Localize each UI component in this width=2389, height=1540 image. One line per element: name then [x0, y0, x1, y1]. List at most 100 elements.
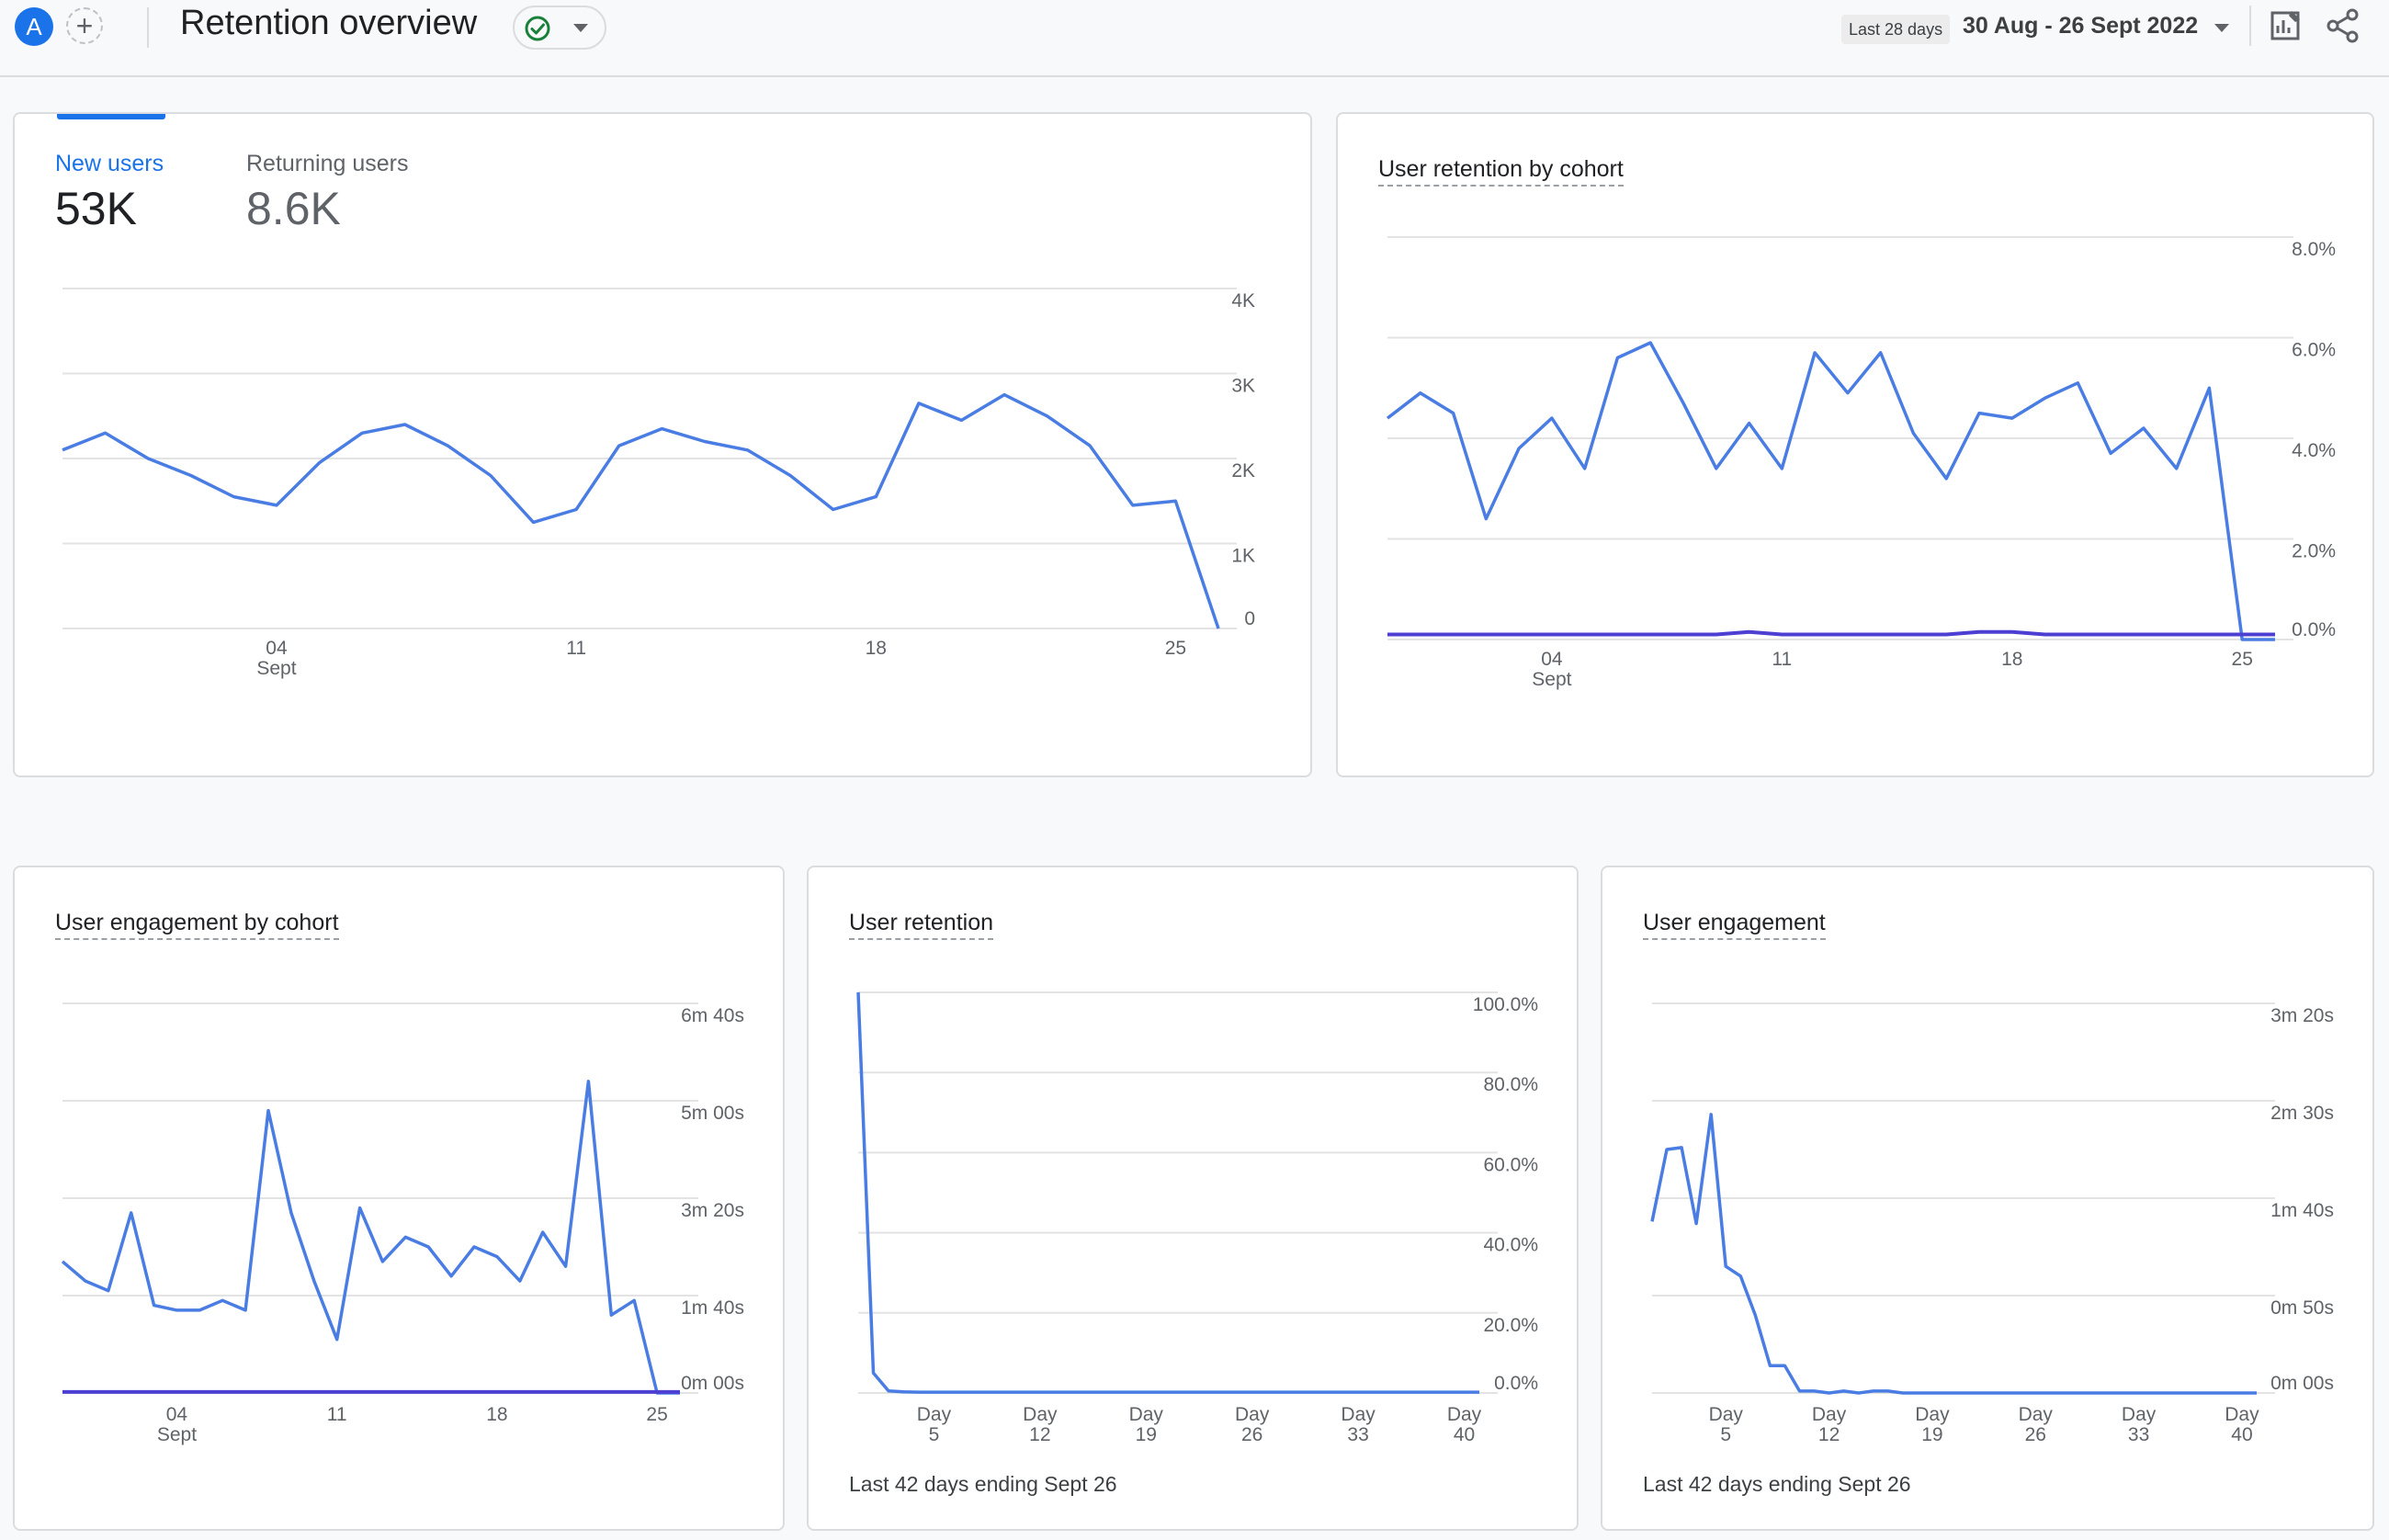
- y-tick-label: 3m 20s: [2270, 1005, 2334, 1026]
- x-tick-label: Day: [917, 1404, 952, 1425]
- x-tick-sublabel: 26: [2025, 1424, 2046, 1445]
- y-tick-label: 40.0%: [1483, 1235, 1538, 1256]
- y-tick-label: 0: [1244, 608, 1255, 629]
- x-tick-sublabel: 19: [1136, 1424, 1157, 1445]
- x-tick-label: 04: [1541, 649, 1563, 670]
- card-title[interactable]: User retention by cohort: [1378, 156, 1624, 187]
- x-tick-label: 25: [1165, 638, 1186, 659]
- y-tick-label: 6m 40s: [681, 1005, 744, 1026]
- x-tick-label: Day: [1812, 1404, 1847, 1425]
- y-tick-label: 0m 00s: [681, 1373, 744, 1394]
- x-tick-label: Day: [2019, 1404, 2054, 1425]
- chevron-down-icon: [573, 24, 588, 32]
- check-circle-icon: [525, 16, 550, 41]
- x-tick-sublabel: 5: [929, 1424, 940, 1445]
- y-tick-label: 20.0%: [1483, 1315, 1538, 1336]
- x-tick-label: Day: [1023, 1404, 1058, 1425]
- x-tick-sublabel: 33: [1347, 1424, 1368, 1445]
- card-footer: Last 42 days ending Sept 26: [1643, 1472, 1911, 1496]
- x-tick-sublabel: Sept: [1532, 669, 1571, 690]
- tab-value: 8.6K: [246, 183, 341, 234]
- x-tick-sublabel: 40: [1454, 1424, 1475, 1445]
- retention-cohort-card: User retention by cohort 8.0% 6.0% 4.0% 2.0…: [1336, 112, 2374, 777]
- x-tick-label: 25: [2232, 649, 2253, 670]
- y-tick-label: 2m 30s: [2270, 1103, 2334, 1124]
- x-tick-sublabel: Sept: [157, 1424, 197, 1445]
- card-title[interactable]: User engagement by cohort: [55, 910, 339, 940]
- y-tick-label: 0m 00s: [2270, 1373, 2334, 1394]
- y-tick-label: 60.0%: [1483, 1154, 1538, 1175]
- x-tick-sublabel: 12: [1029, 1424, 1050, 1445]
- x-tick-sublabel: 33: [2128, 1424, 2149, 1445]
- y-tick-label: 4.0%: [2292, 440, 2336, 461]
- x-tick-label: 11: [1772, 649, 1792, 670]
- y-tick-label: 5m 00s: [681, 1103, 744, 1124]
- card-title[interactable]: User engagement: [1643, 910, 1826, 940]
- x-tick-sublabel: 12: [1818, 1424, 1840, 1445]
- series-line: [1650, 1113, 2257, 1395]
- series-line: [1387, 629, 2275, 637]
- add-comparison-button[interactable]: +: [66, 7, 103, 44]
- series-line: [61, 1080, 680, 1395]
- top-bar: A + Retention overview Last 28 days 30 A…: [0, 0, 2389, 77]
- x-tick-label: 18: [486, 1404, 507, 1425]
- share-icon[interactable]: [2325, 7, 2361, 44]
- x-tick-label: Day: [1341, 1404, 1376, 1425]
- card-title[interactable]: User retention: [849, 910, 994, 940]
- customize-report-icon[interactable]: [2268, 7, 2304, 44]
- tab-label: Returning users: [246, 151, 409, 176]
- series-line: [856, 991, 1479, 1394]
- x-tick-label: Day: [1235, 1404, 1270, 1425]
- divider: [147, 7, 149, 48]
- tab-label: New users: [55, 151, 164, 176]
- card-footer: Last 42 days ending Sept 26: [849, 1472, 1117, 1496]
- x-tick-label: 25: [646, 1404, 667, 1425]
- y-tick-label: 80.0%: [1483, 1074, 1538, 1095]
- x-tick-sublabel: 40: [2231, 1424, 2252, 1445]
- series-line: [1386, 341, 2275, 641]
- page-title: Retention overview: [180, 4, 478, 42]
- tab-value: 53K: [55, 183, 137, 234]
- status-dropdown[interactable]: [513, 6, 606, 50]
- date-range-chevron-icon[interactable]: [2214, 24, 2229, 32]
- y-tick-label: 8.0%: [2292, 239, 2336, 260]
- retention-card: User retention 100.0% 80.0% 60.0% 40.0% 20.0…: [807, 866, 1579, 1531]
- x-tick-sublabel: 19: [1921, 1424, 1942, 1445]
- x-tick-sublabel: 26: [1241, 1424, 1262, 1445]
- y-tick-label: 0.0%: [1494, 1373, 1538, 1394]
- retention-line-chart[interactable]: 100.0%80.0%60.0%40.0%20.0%0.0%Day5Day12D…: [809, 867, 1580, 1533]
- x-tick-label: 18: [866, 638, 887, 659]
- date-range-preset[interactable]: Last 28 days: [1841, 15, 1951, 44]
- x-tick-label: 04: [166, 1404, 188, 1425]
- x-tick-label: 11: [566, 638, 586, 659]
- y-tick-label: 2.0%: [2292, 541, 2336, 562]
- x-tick-label: Day: [1447, 1404, 1482, 1425]
- x-tick-sublabel: Sept: [256, 658, 296, 679]
- x-tick-label: Day: [1709, 1404, 1744, 1425]
- y-tick-label: 3K: [1231, 376, 1255, 397]
- x-tick-sublabel: 5: [1720, 1424, 1731, 1445]
- y-tick-label: 1K: [1231, 546, 1255, 567]
- x-tick-label: Day: [2122, 1404, 2157, 1425]
- x-tick-label: Day: [1129, 1404, 1164, 1425]
- y-tick-label: 4K: [1231, 290, 1255, 311]
- x-tick-label: Day: [1915, 1404, 1950, 1425]
- active-tab-indicator: [57, 114, 165, 119]
- x-tick-label: 11: [327, 1404, 347, 1425]
- x-tick-label: Day: [2225, 1404, 2259, 1425]
- engagement-cohort-card: User engagement by cohort 6m 40s 5m 00s 3m…: [13, 866, 785, 1531]
- series-line: [62, 392, 1220, 629]
- avatar[interactable]: A: [15, 7, 53, 46]
- date-range-picker[interactable]: 30 Aug - 26 Sept 2022: [1963, 13, 2199, 39]
- users-card: New users 53K Returning users 8.6K 4K 3K 2…: [13, 112, 1312, 777]
- y-tick-label: 1m 40s: [2270, 1200, 2334, 1221]
- y-tick-label: 1m 40s: [681, 1297, 744, 1319]
- y-tick-label: 6.0%: [2292, 340, 2336, 361]
- divider: [2249, 6, 2251, 46]
- x-tick-label: 18: [2001, 649, 2022, 670]
- y-tick-label: 0.0%: [2292, 619, 2336, 640]
